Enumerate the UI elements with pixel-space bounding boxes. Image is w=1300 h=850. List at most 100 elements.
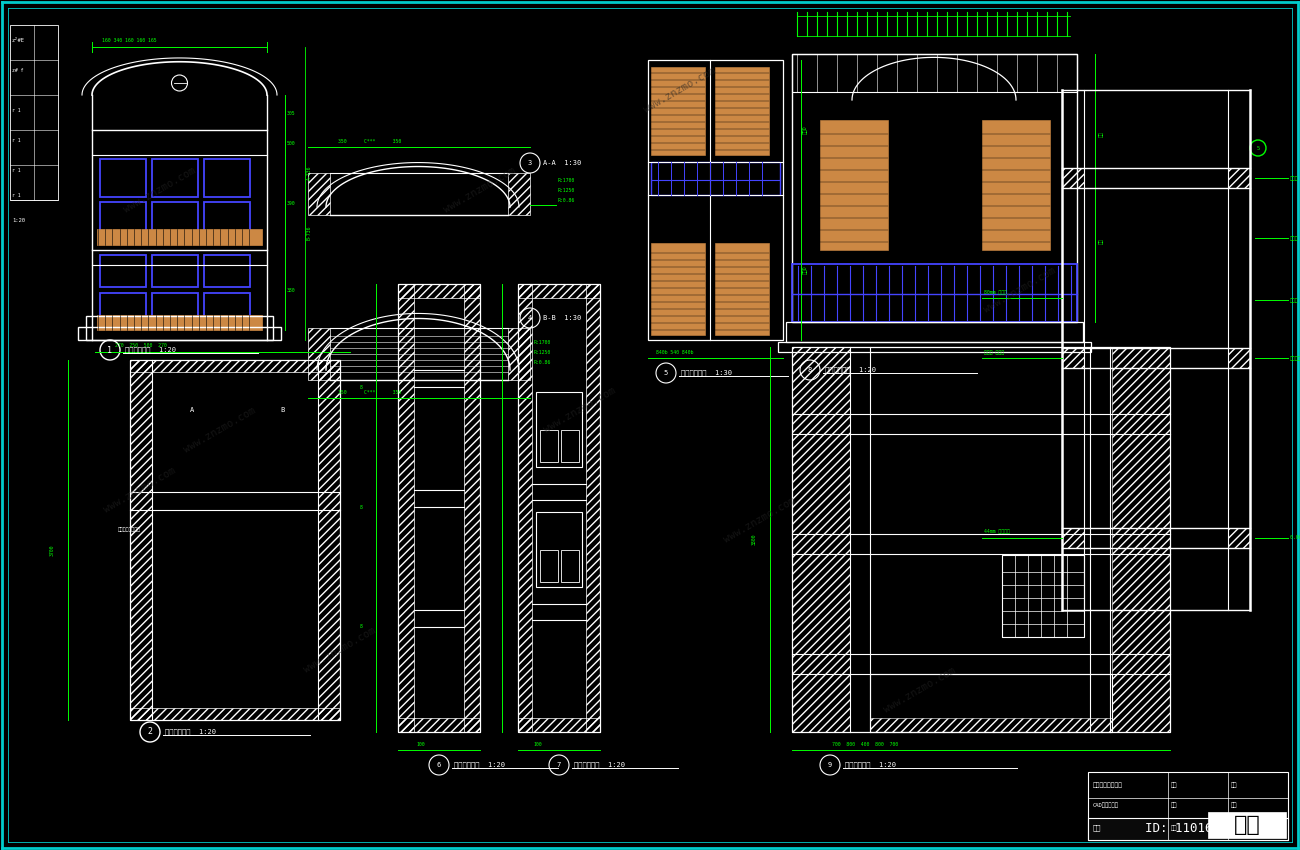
Text: 阳台正顶大样  1:20: 阳台正顶大样 1:20 (125, 347, 176, 354)
Text: 44mm 钢筋砼柱: 44mm 钢筋砼柱 (984, 530, 1010, 535)
Text: www.znzmo.com: www.znzmo.com (542, 385, 618, 434)
Text: r 1: r 1 (12, 107, 21, 112)
Bar (517, 284, 601, 298)
Text: z# f: z# f (12, 67, 23, 72)
Text: R:1700: R:1700 (534, 339, 551, 344)
Bar (1088, 772, 1288, 840)
Bar (100, 293, 146, 325)
Text: 3800: 3800 (751, 534, 757, 545)
Bar (870, 674, 1112, 732)
Text: 8: 8 (360, 505, 363, 509)
Text: www.znzmo.com: www.znzmo.com (642, 65, 718, 115)
Text: 保温层: 保温层 (1290, 235, 1299, 241)
Bar (820, 120, 888, 250)
Bar (152, 202, 198, 240)
Text: 4: 4 (528, 315, 532, 321)
Bar (1228, 528, 1251, 548)
Text: 防水层: 防水层 (1290, 298, 1299, 303)
Text: 水泥砂浆: 水泥砂浆 (1290, 355, 1300, 360)
Text: R:1700: R:1700 (558, 178, 575, 183)
Bar (651, 243, 705, 335)
Bar (517, 284, 601, 732)
Text: 500: 500 (287, 140, 295, 145)
Text: 350      C***      350: 350 C*** 350 (338, 139, 402, 144)
Text: www.znzmo.com: www.znzmo.com (983, 265, 1058, 314)
Text: 找平层: 找平层 (1290, 175, 1299, 180)
Text: 版本: 版本 (1231, 802, 1238, 808)
Bar (318, 360, 341, 720)
Text: 墙身剖面大样  1:20: 墙身剖面大样 1:20 (165, 728, 216, 735)
Text: r 1: r 1 (12, 138, 21, 143)
Bar (792, 347, 1170, 732)
Text: 辅料: 辅料 (1098, 132, 1104, 138)
Bar (130, 360, 341, 720)
Bar (562, 550, 578, 582)
Bar (204, 255, 250, 287)
Bar (398, 284, 480, 298)
Text: 5: 5 (664, 370, 668, 376)
Text: 知末: 知末 (1093, 824, 1101, 831)
Bar (100, 202, 146, 240)
Text: R:1250: R:1250 (558, 188, 575, 192)
Bar (152, 255, 198, 287)
Text: www.znzmo.com: www.znzmo.com (723, 496, 798, 545)
Bar (1112, 347, 1170, 732)
Text: 日期: 日期 (1171, 802, 1178, 808)
Text: 辅料D: 辅料D (803, 266, 809, 275)
Bar (1002, 555, 1084, 637)
Text: 100: 100 (533, 741, 542, 746)
Text: R:0.86: R:0.86 (558, 197, 575, 202)
Bar (130, 360, 341, 372)
Bar (786, 322, 1083, 342)
Text: r 1: r 1 (12, 192, 21, 197)
Bar (1208, 812, 1286, 838)
Bar (1228, 348, 1251, 368)
Text: 7: 7 (556, 762, 562, 768)
Text: 270  250  500  270: 270 250 500 270 (114, 343, 166, 348)
Text: 局部立面大样  1:20: 局部立面大样 1:20 (826, 366, 876, 373)
Bar (78, 327, 281, 340)
Bar (1062, 168, 1084, 188)
Text: 设计: 设计 (1171, 825, 1178, 830)
Bar (517, 718, 601, 732)
Text: 辅料: 辅料 (1098, 239, 1104, 245)
Bar (10, 25, 58, 200)
Text: 3: 3 (528, 160, 532, 166)
Bar (100, 255, 146, 287)
Text: 墙身剖面大样标注: 墙身剖面大样标注 (118, 528, 140, 532)
Bar (1088, 818, 1288, 840)
Bar (464, 284, 480, 732)
Bar (86, 316, 273, 340)
Bar (540, 550, 558, 582)
Bar (651, 67, 705, 155)
Text: www.znzmo.com: www.znzmo.com (883, 666, 958, 715)
Bar (540, 430, 558, 462)
Text: B: B (280, 407, 285, 413)
Bar (204, 159, 250, 197)
Text: 305: 305 (287, 110, 295, 116)
Text: 8: 8 (360, 625, 363, 630)
Text: www.znzmo.com: www.znzmo.com (182, 405, 257, 455)
Bar (792, 54, 1076, 322)
Bar (651, 162, 780, 195)
Bar (130, 360, 152, 720)
Bar (398, 284, 480, 732)
Bar (308, 328, 330, 380)
Bar (308, 173, 330, 215)
Bar (1228, 168, 1251, 188)
Text: 9: 9 (828, 762, 832, 768)
Text: 80mm 保温层: 80mm 保温层 (984, 290, 1008, 294)
Bar (98, 229, 263, 245)
Bar (715, 243, 770, 335)
Text: 3700: 3700 (49, 544, 55, 556)
Text: 6: 6 (437, 762, 441, 768)
Bar (536, 392, 582, 467)
Bar (562, 430, 578, 462)
Text: www.znzmo.com: www.znzmo.com (103, 465, 178, 514)
Bar (792, 54, 1076, 92)
Text: 辅料D: 辅料D (803, 126, 809, 134)
Text: ID: 1101686445: ID: 1101686445 (1145, 823, 1251, 836)
Bar (517, 284, 532, 732)
Bar (152, 159, 198, 197)
Text: 380: 380 (287, 287, 295, 292)
